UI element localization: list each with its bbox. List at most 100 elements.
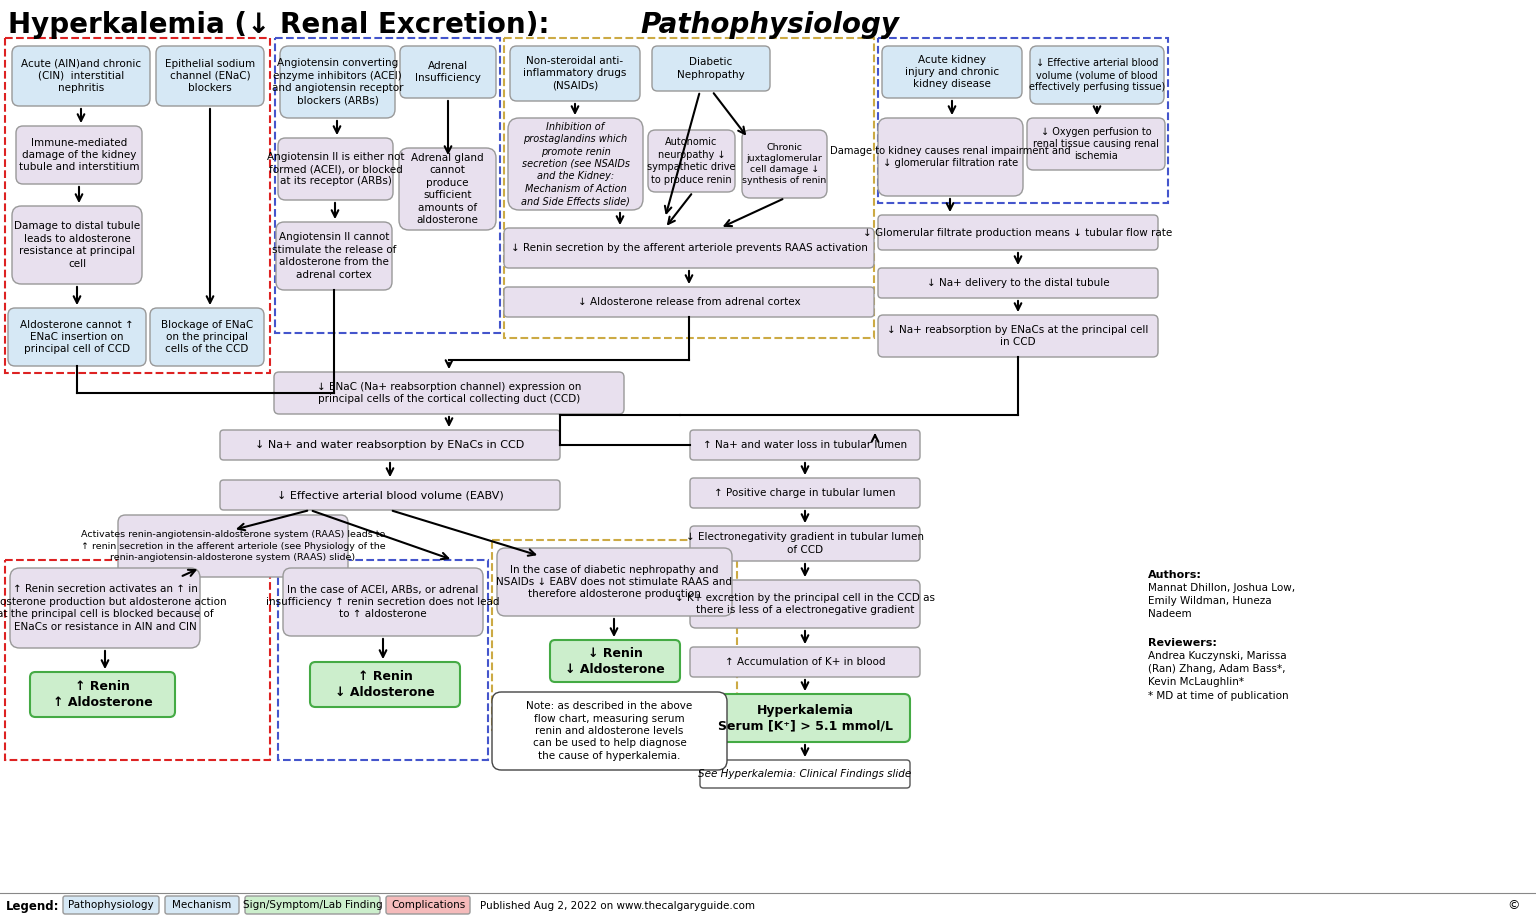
FancyBboxPatch shape [246, 896, 379, 914]
FancyBboxPatch shape [11, 568, 200, 648]
FancyBboxPatch shape [220, 430, 561, 460]
Text: ↓ Renin secretion by the afferent arteriole prevents RAAS activation: ↓ Renin secretion by the afferent arteri… [510, 243, 868, 253]
Text: Non-steroidal anti-
inflammatory drugs
(NSAIDs): Non-steroidal anti- inflammatory drugs (… [524, 56, 627, 91]
Text: ↓ Aldosterone release from adrenal cortex: ↓ Aldosterone release from adrenal corte… [578, 297, 800, 307]
Text: Reviewers:: Reviewers: [1147, 638, 1217, 648]
FancyBboxPatch shape [504, 228, 874, 268]
FancyBboxPatch shape [504, 287, 874, 317]
Text: ↓ Glomerular filtrate production means ↓ tubular flow rate: ↓ Glomerular filtrate production means ↓… [863, 227, 1172, 238]
Text: Adrenal
Insufficiency: Adrenal Insufficiency [415, 61, 481, 83]
Text: Pathophysiology: Pathophysiology [68, 900, 154, 910]
Bar [492, 540, 737, 730]
Text: ↓ K+ excretion by the principal cell in the CCD as
there is less of a electroneg: ↓ K+ excretion by the principal cell in … [674, 593, 935, 615]
FancyBboxPatch shape [278, 138, 393, 200]
Text: Acute (AIN)and chronic
(CIN)  interstitial
nephritis: Acute (AIN)and chronic (CIN) interstitia… [22, 59, 141, 93]
Text: Activates renin-angiotensin-aldosterone system (RAAS) leads to
↑ renin secretion: Activates renin-angiotensin-aldosterone … [81, 530, 386, 562]
Text: Mannat Dhillon, Joshua Low,
Emily Wildman, Huneza
Nadeem: Mannat Dhillon, Joshua Low, Emily Wildma… [1147, 583, 1295, 620]
Text: ↑ Na+ and water loss in tubular lumen: ↑ Na+ and water loss in tubular lumen [703, 440, 908, 450]
Text: ↑ Renin
↑ Aldosterone: ↑ Renin ↑ Aldosterone [52, 680, 152, 709]
FancyBboxPatch shape [31, 672, 175, 717]
Text: Angiotensin converting
enzyme inhibitors (ACEI)
and angiotensin receptor
blocker: Angiotensin converting enzyme inhibitors… [272, 58, 404, 106]
FancyBboxPatch shape [690, 430, 920, 460]
Bar [5, 38, 270, 373]
FancyBboxPatch shape [1028, 118, 1164, 170]
Text: Epithelial sodium
channel (ENaC)
blockers: Epithelial sodium channel (ENaC) blocker… [164, 59, 255, 93]
FancyBboxPatch shape [690, 478, 920, 508]
FancyBboxPatch shape [283, 568, 482, 636]
FancyBboxPatch shape [690, 580, 920, 628]
Text: ↓ Na+ reabsorption by ENaCs at the principal cell
in CCD: ↓ Na+ reabsorption by ENaCs at the princ… [888, 325, 1149, 347]
FancyBboxPatch shape [12, 46, 151, 106]
Text: Aldosterone cannot ↑
ENaC insertion on
principal cell of CCD: Aldosterone cannot ↑ ENaC insertion on p… [20, 320, 134, 355]
FancyBboxPatch shape [276, 222, 392, 290]
Text: ↑ Accumulation of K+ in blood: ↑ Accumulation of K+ in blood [725, 657, 885, 667]
FancyBboxPatch shape [273, 372, 624, 414]
FancyBboxPatch shape [399, 148, 496, 230]
Bar [275, 38, 501, 333]
Text: ↓ Oxygen perfusion to
renal tissue causing renal
ischemia: ↓ Oxygen perfusion to renal tissue causi… [1034, 126, 1160, 161]
FancyBboxPatch shape [700, 694, 909, 742]
Text: Authors:: Authors: [1147, 570, 1201, 580]
FancyBboxPatch shape [508, 118, 644, 210]
FancyBboxPatch shape [157, 46, 264, 106]
FancyBboxPatch shape [399, 46, 496, 98]
Text: Adrenal gland
cannot
produce
sufficient
amounts of
aldosterone: Adrenal gland cannot produce sufficient … [412, 153, 484, 225]
FancyBboxPatch shape [310, 662, 459, 707]
FancyBboxPatch shape [690, 647, 920, 677]
Text: Autonomic
neuropathy ↓
sympathetic drive
to produce renin: Autonomic neuropathy ↓ sympathetic drive… [647, 137, 736, 184]
Text: Complications: Complications [390, 900, 465, 910]
Text: Angiotensin II cannot
stimulate the release of
aldosterone from the
adrenal cort: Angiotensin II cannot stimulate the rele… [272, 232, 396, 280]
FancyBboxPatch shape [879, 315, 1158, 357]
FancyBboxPatch shape [879, 118, 1023, 196]
Text: Hyperkalemia (↓ Renal Excretion):: Hyperkalemia (↓ Renal Excretion): [8, 11, 559, 39]
Text: ©: © [1507, 900, 1521, 913]
Text: Angiotensin II is either not
formed (ACEI), or blocked
at its receptor (ARBs): Angiotensin II is either not formed (ACE… [267, 152, 404, 186]
Text: Andrea Kuczynski, Marissa
(Ran) Zhang, Adam Bass*,
Kevin McLaughlin*
* MD at tim: Andrea Kuczynski, Marissa (Ran) Zhang, A… [1147, 651, 1289, 701]
FancyBboxPatch shape [700, 760, 909, 788]
FancyBboxPatch shape [651, 46, 770, 91]
Bar [879, 38, 1167, 203]
FancyBboxPatch shape [648, 130, 736, 192]
FancyBboxPatch shape [386, 896, 470, 914]
FancyBboxPatch shape [151, 308, 264, 366]
Text: Hyperkalemia
Serum [K⁺] > 5.1 mmol/L: Hyperkalemia Serum [K⁺] > 5.1 mmol/L [717, 704, 892, 732]
Bar [278, 560, 488, 760]
Text: ↑ Renin secretion activates an ↑ in
aldosterone production but aldosterone actio: ↑ Renin secretion activates an ↑ in aldo… [0, 585, 226, 632]
FancyBboxPatch shape [879, 268, 1158, 298]
Text: Diabetic
Nephropathy: Diabetic Nephropathy [677, 57, 745, 80]
Text: Immune-mediated
damage of the kidney
tubule and interstitium: Immune-mediated damage of the kidney tub… [18, 137, 140, 172]
Text: Acute kidney
injury and chronic
kidney disease: Acute kidney injury and chronic kidney d… [905, 54, 998, 89]
Text: ↓ ENaC (Na+ reabsorption channel) expression on
principal cells of the cortical : ↓ ENaC (Na+ reabsorption channel) expres… [316, 382, 581, 404]
Text: See Hyperkalemia: Clinical Findings slide: See Hyperkalemia: Clinical Findings slid… [699, 769, 912, 779]
FancyBboxPatch shape [1031, 46, 1164, 104]
Text: Legend:: Legend: [6, 900, 60, 913]
Text: Note: as described in the above
flow chart, measuring serum
renin and aldosteron: Note: as described in the above flow cha… [527, 701, 693, 761]
FancyBboxPatch shape [882, 46, 1021, 98]
Text: Published Aug 2, 2022 on www.thecalgaryguide.com: Published Aug 2, 2022 on www.thecalgaryg… [479, 901, 756, 911]
FancyBboxPatch shape [118, 515, 349, 577]
Text: Pathophysiology: Pathophysiology [641, 11, 899, 39]
Text: In the case of ACEI, ARBs, or adrenal
insufficiency ↑ renin secretion does not l: In the case of ACEI, ARBs, or adrenal in… [266, 585, 499, 620]
Text: In the case of diabetic nephropathy and
NSAIDs ↓ EABV does not stimulate RAAS an: In the case of diabetic nephropathy and … [496, 565, 733, 600]
Text: Damage to kidney causes renal impairment and
↓ glomerular filtration rate: Damage to kidney causes renal impairment… [829, 146, 1071, 169]
FancyBboxPatch shape [510, 46, 641, 101]
Text: ↓ Effective arterial blood
volume (volume of blood
effectively perfusing tissue): ↓ Effective arterial blood volume (volum… [1029, 58, 1166, 92]
FancyBboxPatch shape [8, 308, 146, 366]
Text: Blockage of ENaC
on the principal
cells of the CCD: Blockage of ENaC on the principal cells … [161, 320, 253, 355]
Text: Mechanism: Mechanism [172, 900, 232, 910]
Text: ↑ Renin
↓ Aldosterone: ↑ Renin ↓ Aldosterone [335, 670, 435, 699]
FancyBboxPatch shape [690, 526, 920, 561]
Bar [5, 560, 270, 760]
FancyBboxPatch shape [498, 548, 733, 616]
Text: Inhibition of
prostaglandins which
promote renin
secretion (see NSAIDs
and the K: Inhibition of prostaglandins which promo… [521, 122, 630, 206]
Text: Damage to distal tubule
leads to aldosterone
resistance at principal
cell: Damage to distal tubule leads to aldoste… [14, 221, 140, 269]
Bar [504, 38, 874, 338]
Text: Chronic
juxtaglomerular
cell damage ↓
synthesis of renin: Chronic juxtaglomerular cell damage ↓ sy… [742, 143, 826, 185]
FancyBboxPatch shape [15, 126, 141, 184]
FancyBboxPatch shape [879, 215, 1158, 250]
Text: ↓ Electronegativity gradient in tubular lumen
of CCD: ↓ Electronegativity gradient in tubular … [687, 532, 925, 554]
FancyBboxPatch shape [164, 896, 240, 914]
FancyBboxPatch shape [742, 130, 826, 198]
FancyBboxPatch shape [220, 480, 561, 510]
Text: ↓ Renin
↓ Aldosterone: ↓ Renin ↓ Aldosterone [565, 647, 665, 675]
